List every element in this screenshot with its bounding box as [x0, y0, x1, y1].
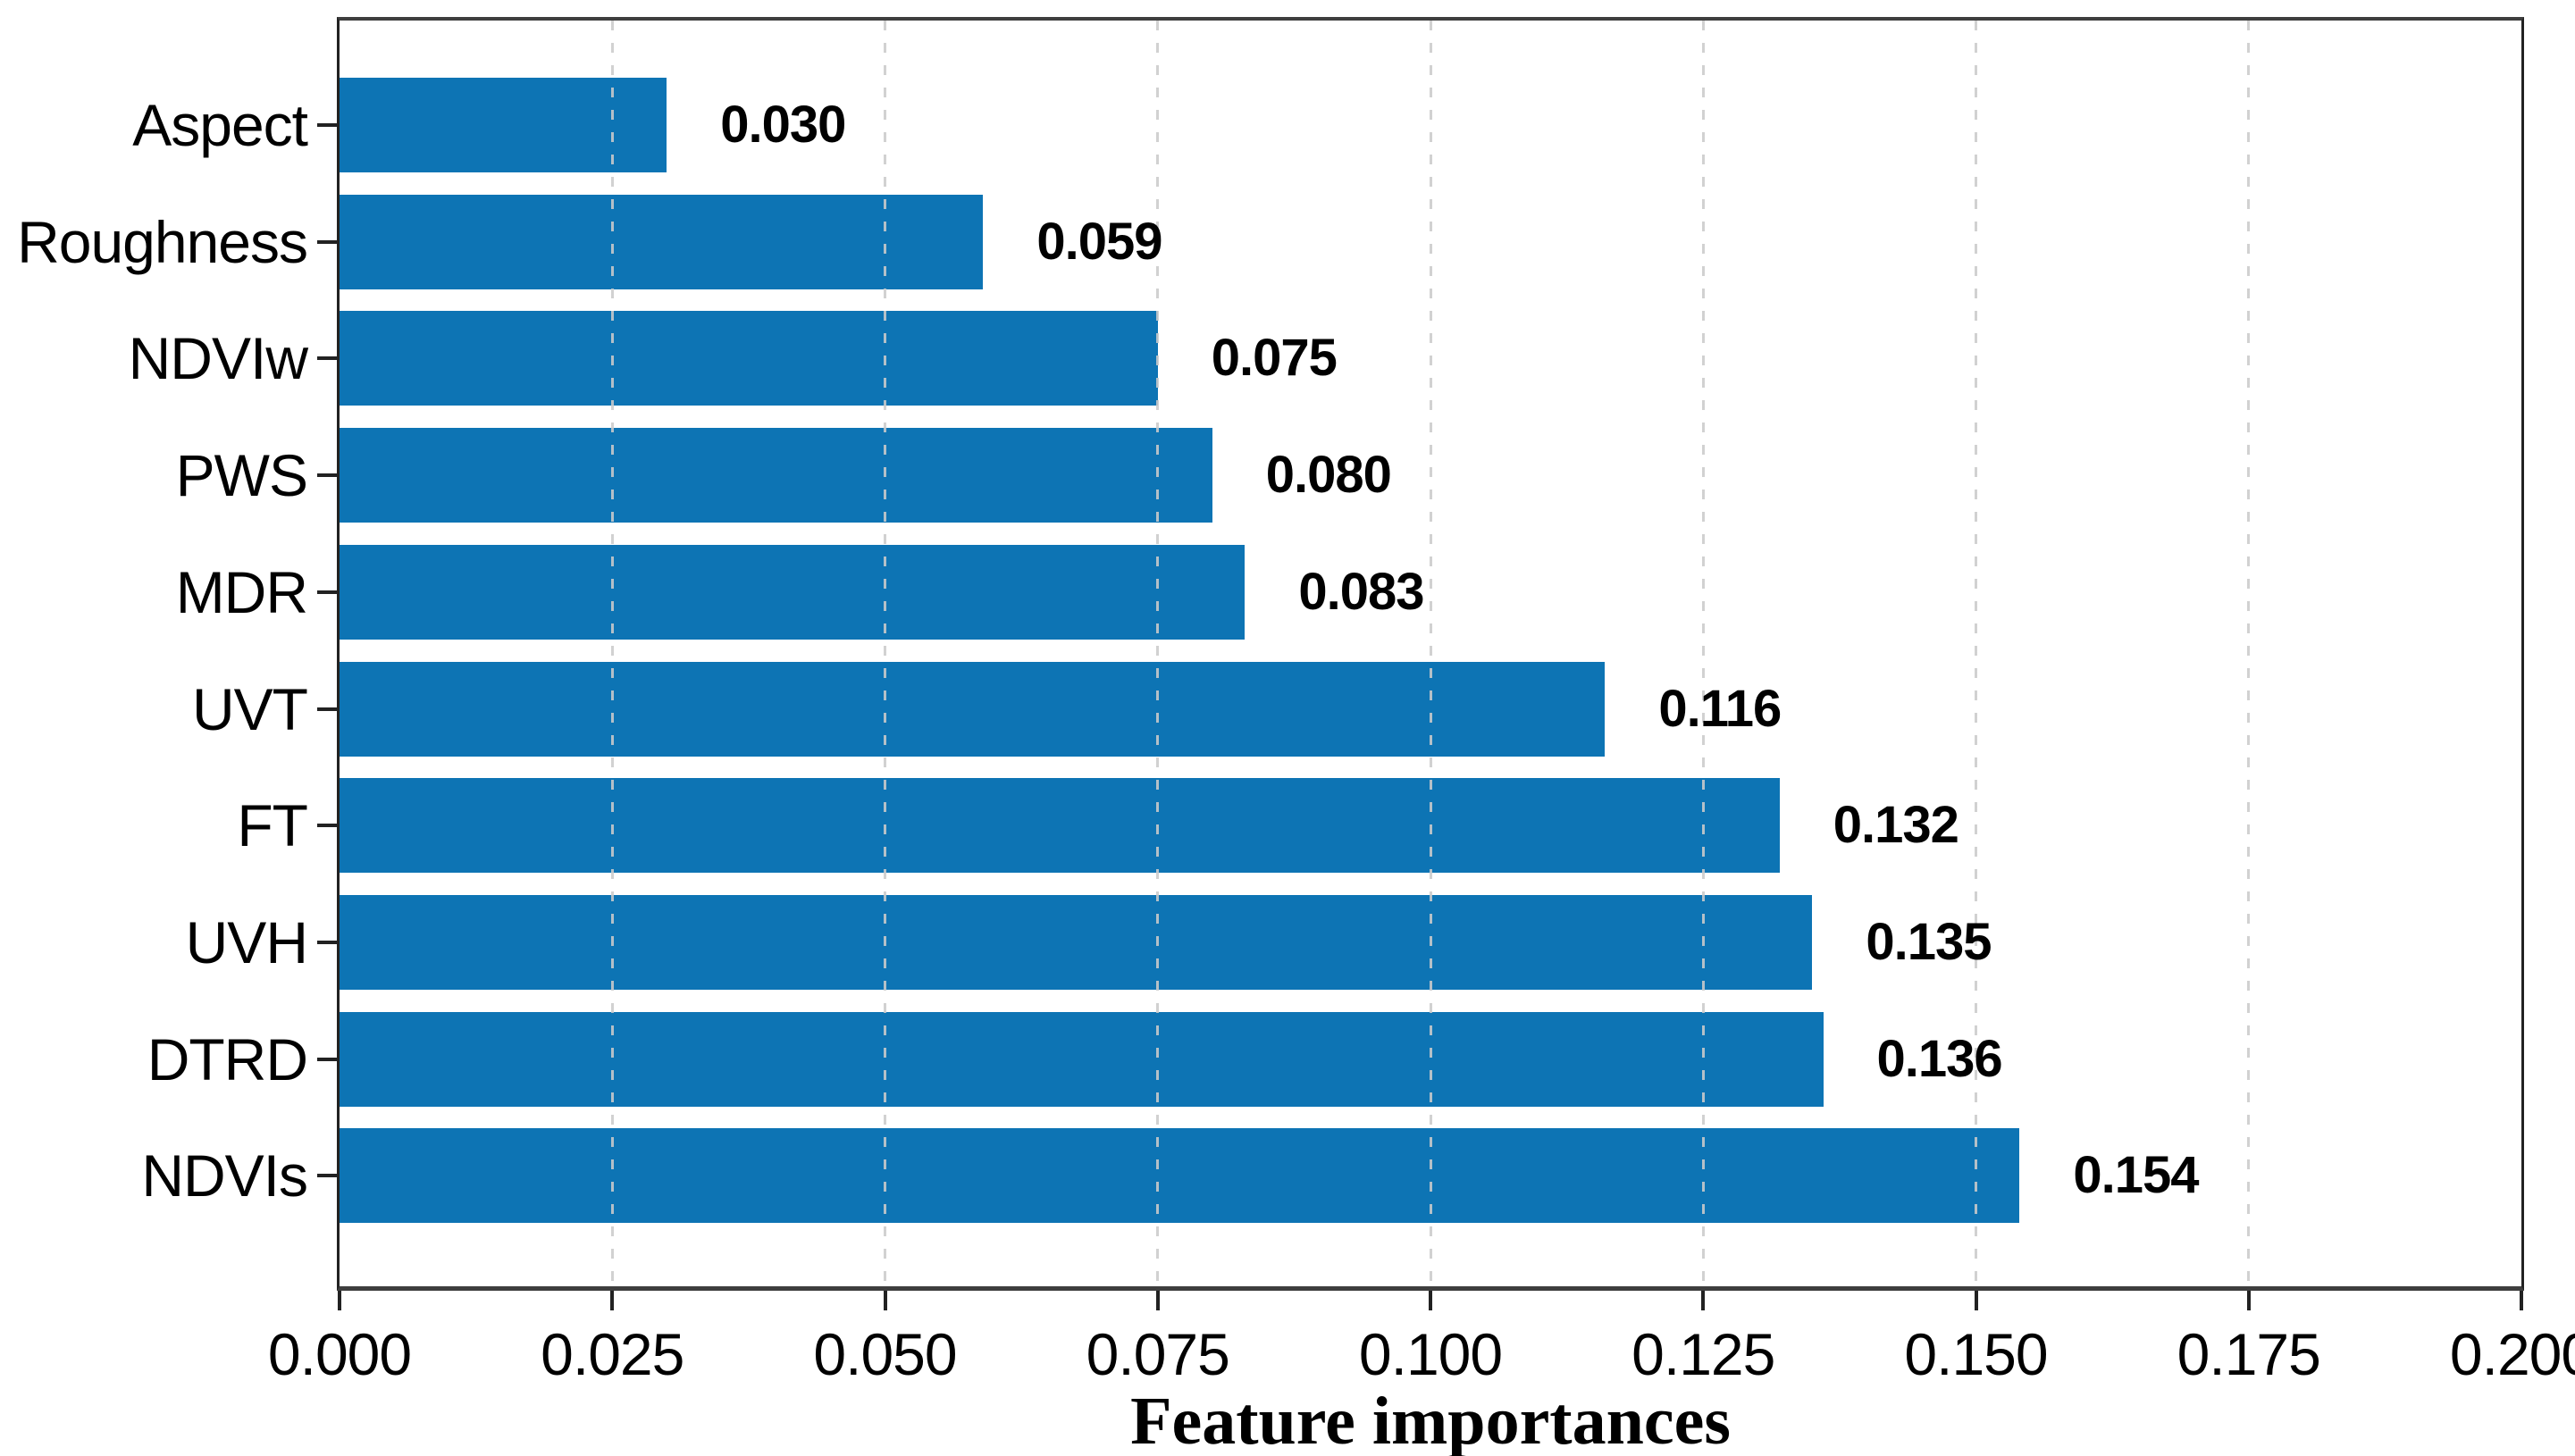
x-tick-mark	[338, 1291, 341, 1310]
bar	[340, 78, 667, 172]
y-tick-label: NDVIw	[128, 325, 308, 392]
y-tick-label: DTRD	[147, 1025, 308, 1092]
gridline	[1156, 21, 1160, 1286]
x-tick-mark	[610, 1291, 615, 1310]
x-tick-label: 0.050	[813, 1321, 957, 1387]
y-tick-label: Roughness	[17, 208, 308, 275]
gridline	[1975, 21, 1977, 1286]
bar-value-label: 0.080	[1265, 446, 1392, 505]
bar-value-label: 0.136	[1876, 1029, 2003, 1088]
y-tick-mark	[317, 824, 337, 828]
bar-value-label: 0.132	[1833, 796, 1959, 855]
y-tick-label: NDVIs	[141, 1142, 308, 1209]
x-tick-mark	[1701, 1291, 1706, 1310]
y-tick-label: Aspect	[132, 92, 308, 158]
bar	[340, 544, 1246, 640]
bar-value-label: 0.135	[1866, 912, 1992, 971]
y-tick-label: UVH	[185, 908, 308, 975]
x-tick-label: 0.075	[1086, 1321, 1230, 1387]
bar	[340, 1128, 2020, 1224]
gridline	[1429, 21, 1432, 1286]
gridline	[2247, 21, 2251, 1286]
bar	[340, 428, 1212, 523]
y-tick-label: UVT	[192, 675, 308, 742]
bar	[340, 1011, 1824, 1107]
bar	[340, 778, 1780, 874]
bar-value-label: 0.116	[1658, 679, 1782, 738]
y-tick-mark	[317, 473, 337, 478]
y-tick-label: PWS	[175, 442, 308, 509]
bar-value-label: 0.075	[1211, 329, 1338, 388]
x-tick-label: 0.025	[541, 1321, 684, 1387]
gridline	[1701, 21, 1705, 1286]
gridline	[884, 21, 886, 1286]
bar	[340, 661, 1606, 757]
bar	[340, 311, 1158, 406]
y-tick-mark	[317, 1174, 337, 1178]
x-tick-mark	[1974, 1291, 1978, 1310]
gridline	[610, 21, 614, 1286]
y-tick-mark	[317, 356, 337, 361]
y-tick-mark	[317, 1057, 337, 1061]
x-tick-label: 0.200	[2449, 1321, 2575, 1387]
bar-value-label: 0.059	[1036, 212, 1162, 271]
x-tick-mark	[2520, 1291, 2523, 1310]
y-tick-label: MDR	[175, 558, 308, 625]
y-tick-mark	[317, 940, 337, 944]
bar	[340, 894, 1813, 990]
x-tick-mark	[1429, 1291, 1432, 1310]
x-tick-label: 0.000	[267, 1321, 412, 1387]
y-tick-mark	[317, 239, 337, 244]
x-axis-title: Feature importances	[1130, 1384, 1731, 1456]
bar-value-label: 0.083	[1298, 562, 1424, 621]
x-tick-mark	[883, 1291, 887, 1310]
y-tick-mark	[317, 123, 337, 127]
y-tick-label: FT	[237, 792, 308, 859]
bar	[340, 194, 984, 289]
x-tick-label: 0.125	[1631, 1321, 1775, 1387]
bar-value-label: 0.030	[720, 96, 846, 154]
plot-area: 0.030 0.059 0.075 0.080 0.083 0.116 0.132 0.135…	[337, 17, 2524, 1291]
y-tick-mark	[317, 590, 337, 594]
x-tick-label: 0.100	[1358, 1321, 1503, 1387]
x-tick-label: 0.175	[2177, 1321, 2321, 1387]
x-tick-label: 0.150	[1904, 1321, 2048, 1387]
bar-value-label: 0.154	[2073, 1146, 2199, 1205]
y-tick-mark	[317, 707, 337, 711]
x-tick-mark	[1155, 1291, 1160, 1310]
x-tick-mark	[2246, 1291, 2251, 1310]
